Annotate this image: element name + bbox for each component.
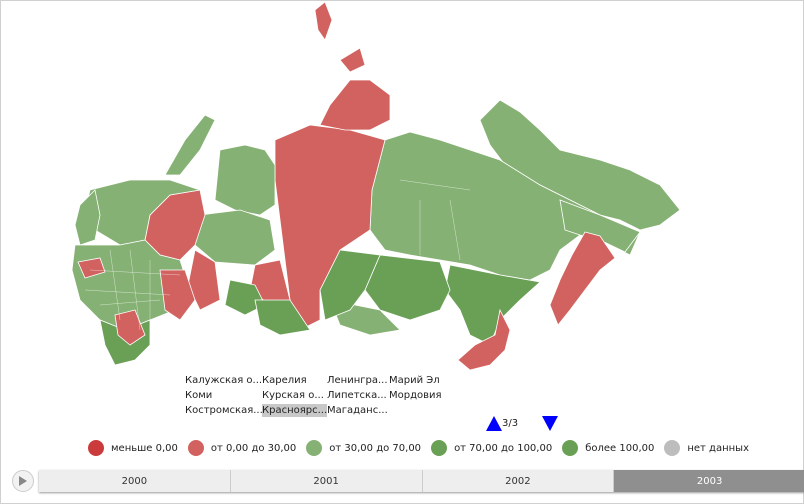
list-item[interactable]: Курская о... <box>262 390 324 401</box>
play-icon <box>19 476 27 486</box>
list-item[interactable]: Костромская... <box>185 405 262 416</box>
list-item[interactable]: Коми <box>185 390 213 401</box>
timeline-bar: 2000 2001 2002 2003 <box>39 470 804 492</box>
legend: меньше 0,00 от 0,00 до 30,00 от 30,00 до… <box>88 440 759 456</box>
year-2001[interactable]: 2001 <box>230 470 423 492</box>
legend-swatch <box>664 440 681 456</box>
play-button[interactable] <box>12 470 34 492</box>
legend-item[interactable]: меньше 0,00 <box>88 440 178 456</box>
legend-label: от 70,00 до 100,00 <box>454 442 553 454</box>
legend-swatch <box>88 440 104 456</box>
region-krasnoyarsk[interactable] <box>274 124 386 331</box>
legend-swatch <box>562 440 579 456</box>
region-novaya-zemlya[interactable] <box>164 114 216 176</box>
region-taimyr-north[interactable] <box>314 1 391 131</box>
region-sverdlovsk[interactable] <box>159 269 196 321</box>
timeline: 2000 2001 2002 2003 <box>12 470 804 492</box>
legend-item[interactable]: более 100,00 <box>562 440 654 456</box>
year-2002[interactable]: 2002 <box>422 470 615 492</box>
region-novosibirsk[interactable] <box>224 279 266 316</box>
region-altai[interactable] <box>254 299 311 336</box>
legend-label: меньше 0,00 <box>111 442 178 454</box>
legend-item[interactable]: от 30,00 до 70,00 <box>306 440 421 456</box>
list-item[interactable]: Магаданс... <box>327 405 388 416</box>
legend-item[interactable]: от 70,00 до 100,00 <box>431 440 552 456</box>
region-khabarovsk[interactable] <box>444 264 541 346</box>
region-volgograd[interactable] <box>114 309 146 346</box>
legend-swatch <box>306 440 323 456</box>
legend-swatch <box>187 440 204 456</box>
region-leningrad[interactable] <box>77 257 106 279</box>
list-item[interactable]: Марий Эл <box>389 375 440 386</box>
region-karelia[interactable] <box>74 189 101 246</box>
legend-swatch <box>431 440 448 456</box>
list-item[interactable]: Калужская о... <box>185 375 262 386</box>
region-magadan[interactable] <box>559 199 641 253</box>
page-up-icon[interactable] <box>486 416 502 431</box>
list-item[interactable]: Карелия <box>262 375 307 386</box>
year-2000[interactable]: 2000 <box>39 470 231 492</box>
list-item[interactable]: Ленингра... <box>327 375 388 386</box>
page-indicator: 3/3 <box>502 418 519 429</box>
legend-label: более 100,00 <box>585 442 655 454</box>
region-yamal[interactable] <box>214 144 276 216</box>
region-amur[interactable] <box>364 254 451 321</box>
list-item[interactable]: Мордовия <box>389 390 442 401</box>
list-item-selected[interactable]: Красноярс... <box>262 404 327 417</box>
legend-label: нет данных <box>687 442 749 454</box>
region-list: Калужская о... Карелия Ленингра... Марий… <box>185 374 449 417</box>
region-kamchatka[interactable] <box>549 231 616 326</box>
list-item[interactable]: Липетска... <box>327 390 387 401</box>
region-sakhalin[interactable] <box>457 308 511 371</box>
legend-label: от 30,00 до 70,00 <box>329 442 422 454</box>
region-tyumen[interactable] <box>187 249 221 311</box>
russia-map[interactable] <box>0 0 804 380</box>
legend-item[interactable]: нет данных <box>664 440 749 456</box>
page-down-icon[interactable] <box>542 416 558 431</box>
region-khmao[interactable] <box>194 209 276 266</box>
year-2003[interactable]: 2003 <box>614 470 804 492</box>
legend-item[interactable]: от 0,00 до 30,00 <box>187 440 297 456</box>
legend-label: от 0,00 до 30,00 <box>210 442 297 454</box>
list-pager: 3/3 <box>486 416 518 431</box>
